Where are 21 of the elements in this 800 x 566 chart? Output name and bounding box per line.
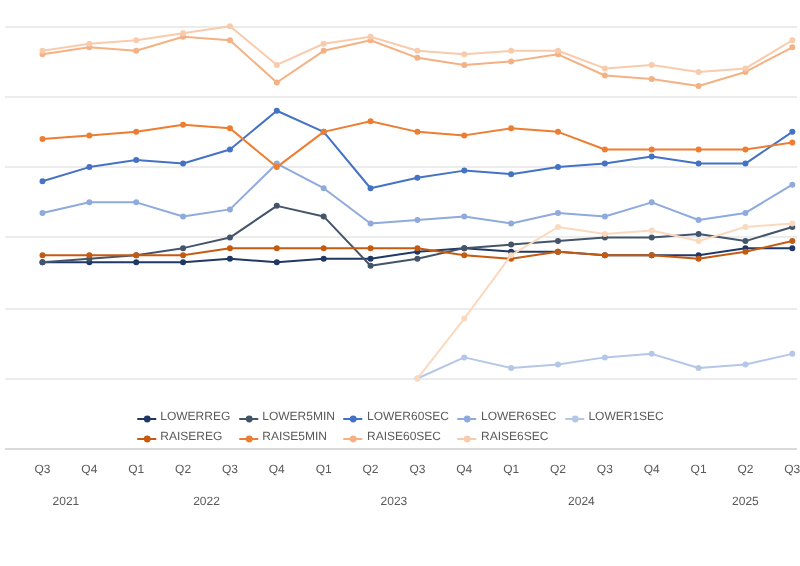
point bbox=[461, 252, 468, 259]
point bbox=[320, 47, 327, 54]
point bbox=[226, 206, 233, 213]
point bbox=[133, 47, 140, 54]
point bbox=[461, 315, 468, 322]
point bbox=[461, 132, 468, 139]
point bbox=[648, 76, 655, 82]
point bbox=[461, 167, 468, 174]
point bbox=[180, 252, 187, 259]
point bbox=[39, 178, 46, 185]
point bbox=[180, 121, 187, 128]
point bbox=[39, 252, 46, 259]
point bbox=[414, 47, 421, 54]
point bbox=[601, 354, 608, 361]
point bbox=[742, 224, 749, 230]
point bbox=[461, 354, 468, 361]
point bbox=[554, 224, 561, 230]
point bbox=[508, 241, 515, 248]
point bbox=[508, 58, 515, 65]
point bbox=[86, 132, 93, 139]
point bbox=[508, 47, 515, 54]
